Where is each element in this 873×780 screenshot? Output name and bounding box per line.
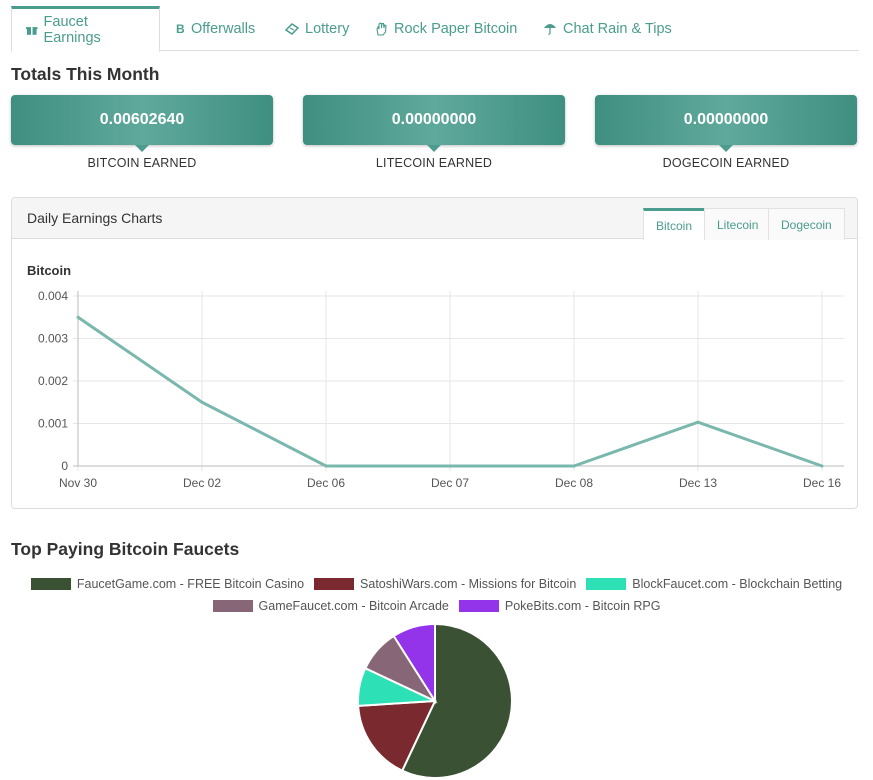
data-point bbox=[696, 420, 700, 424]
top-faucets-heading: Top Paying Bitcoin Faucets bbox=[11, 539, 240, 559]
bitcoin-earned-value: 0.00602640 bbox=[11, 95, 273, 152]
y-tick-label: 0.003 bbox=[38, 332, 68, 346]
tab-offerwalls[interactable]: B Offerwalls bbox=[162, 6, 269, 51]
panel-title: Daily Earnings Charts bbox=[27, 210, 163, 226]
data-point bbox=[200, 400, 204, 404]
litecoin-earned-value: 0.00000000 bbox=[303, 95, 565, 152]
ticket-icon bbox=[285, 22, 299, 35]
chart-tab-litecoin[interactable]: Litecoin bbox=[704, 208, 772, 240]
data-point bbox=[572, 464, 576, 468]
y-tick-label: 0.004 bbox=[38, 289, 68, 303]
bitcoin-icon: B bbox=[176, 22, 185, 35]
stat-value: 0.00602640 bbox=[99, 111, 185, 128]
faucet-pie-chart bbox=[357, 622, 513, 779]
x-tick-label: Dec 07 bbox=[431, 476, 469, 490]
stat-value: 0.00000000 bbox=[683, 111, 769, 128]
x-tick-label: Dec 02 bbox=[183, 476, 221, 490]
legend-swatch bbox=[314, 578, 355, 590]
gift-icon bbox=[26, 27, 38, 35]
x-tick-label: Nov 30 bbox=[59, 476, 97, 490]
litecoin-earned-label: LITECOIN EARNED bbox=[375, 156, 493, 170]
x-tick-label: Dec 06 bbox=[307, 476, 345, 490]
tab-label: Chat Rain & Tips bbox=[563, 20, 672, 37]
legend-item[interactable]: GameFaucet.com - Bitcoin Arcade bbox=[212, 599, 449, 613]
top-tabs: Faucet Earnings B Offerwalls Lottery Roc… bbox=[11, 6, 859, 52]
legend-label: GameFaucet.com - Bitcoin Arcade bbox=[258, 599, 449, 613]
tab-label: Lottery bbox=[305, 20, 350, 37]
x-tick-label: Dec 08 bbox=[555, 476, 593, 490]
legend-label: SatoshiWars.com - Missions for Bitcoin bbox=[360, 577, 577, 591]
hand-icon bbox=[376, 21, 387, 36]
legend-item[interactable]: SatoshiWars.com - Missions for Bitcoin bbox=[314, 577, 576, 591]
bitcoin-line-chart: 0 0.001 0.002 0.003 0.004 Nov 30 Dec 02 Dec 06 D… bbox=[38, 289, 844, 490]
legend-item[interactable]: PokeBits.com - Bitcoin RPG bbox=[458, 599, 661, 613]
legend-swatch bbox=[458, 600, 499, 612]
stat-value: 0.00000000 bbox=[391, 111, 477, 128]
legend-label: BlockFaucet.com - Blockchain Betting bbox=[632, 577, 843, 591]
pie-legend: FaucetGame.com - FREE Bitcoin Casino Sato… bbox=[0, 577, 873, 591]
totals-heading: Totals This Month bbox=[11, 64, 160, 84]
pie-slice bbox=[400, 622, 513, 779]
dogecoin-earned-label: DOGECOIN EARNED bbox=[662, 156, 790, 170]
panel-header: Daily Earnings Charts Bitcoin Litecoin D… bbox=[12, 198, 857, 240]
legend-item[interactable]: FaucetGame.com - FREE Bitcoin Casino bbox=[30, 577, 305, 591]
pie-slice bbox=[392, 622, 436, 705]
tab-chat-rain-tips[interactable]: Chat Rain & Tips bbox=[529, 6, 686, 51]
tab-faucet-earnings[interactable]: Faucet Earnings bbox=[11, 6, 160, 52]
data-point bbox=[324, 464, 328, 468]
tab-label: Faucet Earnings bbox=[43, 14, 101, 46]
legend-swatch bbox=[212, 600, 253, 612]
y-tick-label: 0.001 bbox=[38, 417, 68, 431]
tab-label: Rock Paper Bitcoin bbox=[394, 20, 518, 37]
tab-rock-paper-bitcoin[interactable]: Rock Paper Bitcoin bbox=[361, 6, 531, 51]
data-point bbox=[820, 464, 824, 468]
legend-label: FaucetGame.com - FREE Bitcoin Casino bbox=[76, 577, 305, 591]
x-tick-label: Dec 16 bbox=[803, 476, 841, 490]
legend-item[interactable]: BlockFaucet.com - Blockchain Betting bbox=[586, 577, 842, 591]
data-point bbox=[76, 315, 80, 319]
legend-swatch bbox=[586, 578, 627, 590]
y-tick-label: 0 bbox=[61, 459, 68, 473]
umbrella-icon bbox=[544, 24, 556, 35]
x-tick-label: Dec 13 bbox=[679, 476, 717, 490]
bitcoin-earned-label: BITCOIN EARNED bbox=[87, 156, 197, 170]
legend-label: PokeBits.com - Bitcoin RPG bbox=[504, 599, 661, 613]
pie-slice bbox=[357, 699, 437, 773]
data-point bbox=[448, 464, 452, 468]
tab-lottery[interactable]: Lottery bbox=[271, 6, 363, 51]
chart-title: Bitcoin bbox=[27, 263, 72, 278]
dogecoin-earned-value: 0.00000000 bbox=[595, 95, 857, 152]
tab-label: Offerwalls bbox=[191, 20, 256, 37]
chart-tab-dogecoin[interactable]: Dogecoin bbox=[768, 208, 845, 240]
legend-swatch bbox=[30, 578, 71, 590]
pie-legend: GameFaucet.com - Bitcoin Arcade PokeBits.… bbox=[0, 599, 873, 613]
daily-earnings-panel: Daily Earnings Charts Bitcoin Litecoin D… bbox=[11, 197, 858, 509]
svg-text:B: B bbox=[176, 22, 185, 35]
y-tick-label: 0.002 bbox=[38, 374, 68, 388]
